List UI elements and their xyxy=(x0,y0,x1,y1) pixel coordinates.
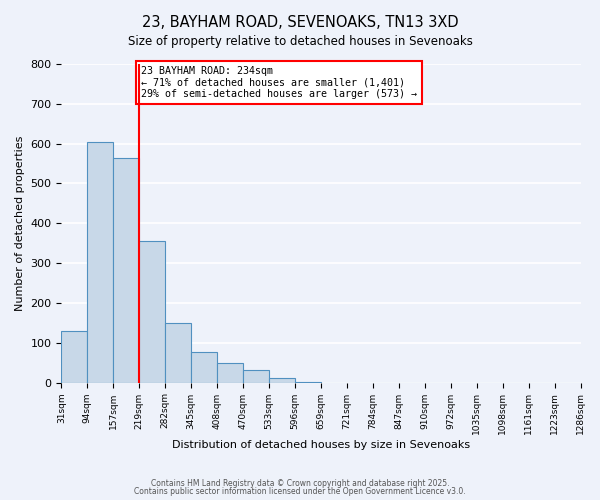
Bar xyxy=(269,378,295,382)
Bar xyxy=(165,323,191,382)
Text: Contains HM Land Registry data © Crown copyright and database right 2025.: Contains HM Land Registry data © Crown c… xyxy=(151,478,449,488)
Text: Size of property relative to detached houses in Sevenoaks: Size of property relative to detached ho… xyxy=(128,35,472,48)
Text: 23 BAYHAM ROAD: 234sqm
← 71% of detached houses are smaller (1,401)
29% of semi-: 23 BAYHAM ROAD: 234sqm ← 71% of detached… xyxy=(141,66,417,99)
Bar xyxy=(191,352,217,382)
Bar xyxy=(61,331,88,382)
Bar xyxy=(113,158,139,382)
Text: 23, BAYHAM ROAD, SEVENOAKS, TN13 3XD: 23, BAYHAM ROAD, SEVENOAKS, TN13 3XD xyxy=(142,15,458,30)
Text: Contains public sector information licensed under the Open Government Licence v3: Contains public sector information licen… xyxy=(134,487,466,496)
Y-axis label: Number of detached properties: Number of detached properties xyxy=(15,136,25,311)
Bar xyxy=(139,241,165,382)
Bar xyxy=(88,142,113,382)
Bar xyxy=(243,370,269,382)
X-axis label: Distribution of detached houses by size in Sevenoaks: Distribution of detached houses by size … xyxy=(172,440,470,450)
Bar xyxy=(217,364,243,382)
